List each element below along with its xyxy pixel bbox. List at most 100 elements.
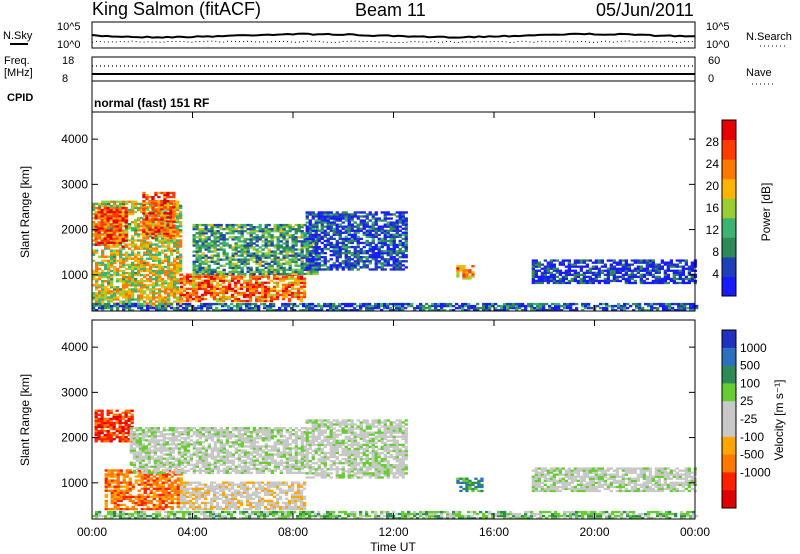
data-cell [557,302,561,306]
data-cell [107,204,111,208]
data-cell [675,265,679,268]
data-cell [106,221,110,224]
data-cell [154,226,158,229]
data-cell [386,249,390,253]
data-cell [615,269,619,272]
data-cell [158,298,162,301]
data-cell [566,302,570,306]
data-cell [249,240,253,243]
data-cell [122,475,126,478]
data-cell [113,479,117,482]
data-cell [107,302,111,306]
data-cell [305,264,309,267]
data-cell [621,269,625,272]
data-cell [98,223,102,226]
data-cell [134,507,138,511]
data-cell [119,507,123,511]
data-cell [296,279,301,282]
data-cell [594,267,598,270]
data-cell [323,304,327,308]
data-cell [216,252,220,255]
data-cell [320,249,324,253]
data-cell [134,233,138,236]
data-cell [103,423,107,427]
data-cell [151,230,155,233]
data-cell [317,237,321,241]
data-cell [320,247,324,251]
data-cell [215,285,220,289]
data-cell [389,302,393,306]
data-cell [128,253,132,256]
data-cell [563,304,567,308]
data-cell [552,267,556,270]
data-cell [127,431,131,435]
data-cell [169,232,173,235]
data-cell [383,243,387,247]
data-cell [296,277,301,280]
data-cell [140,229,144,232]
data-cell [206,281,211,284]
data-cell [131,265,135,269]
data-cell [695,304,699,308]
data-cell [228,256,232,259]
data-cell [627,277,631,281]
data-cell [356,260,360,263]
data-cell [692,306,696,310]
data-cell [127,417,131,421]
data-cell [374,227,378,230]
data-cell [179,245,183,248]
data-cell [446,304,450,308]
data-cell [119,497,123,501]
data-cell [276,266,280,270]
data-cell [146,296,150,299]
data-cell [131,229,135,232]
data-cell [383,258,387,261]
data-cell [155,507,159,511]
data-cell [386,239,390,243]
data-cell [338,237,342,241]
data-cell [149,257,153,260]
data-cell [101,296,105,299]
data-cell [561,259,565,262]
data-cell [323,247,327,251]
data-cell [647,309,651,312]
data-cell [558,277,562,281]
data-cell [377,254,381,257]
data-cell [188,302,192,306]
data-cell [422,306,426,310]
data-cell [329,213,333,216]
data-cell [471,273,475,276]
data-cell [164,271,168,275]
data-cell [137,495,141,499]
data-cell [182,306,186,310]
data-cell [542,309,546,312]
data-cell [245,289,250,293]
data-cell [239,283,244,286]
data-cell [95,271,99,275]
data-cell [261,256,265,259]
data-cell [122,503,126,507]
data-cell [662,309,666,312]
data-cell [500,306,504,310]
data-cell [323,233,327,237]
scatter-region-0 [94,409,134,443]
data-cell [651,265,655,268]
data-cell [225,262,229,265]
data-cell [297,258,301,261]
data-cell [110,200,114,203]
data-cell [380,245,384,249]
data-cell [687,265,691,268]
data-cell [213,250,217,253]
data-cell [92,298,96,301]
data-cell [176,257,180,260]
data-cell [149,489,153,492]
data-cell [198,236,202,239]
data-cell [164,245,168,248]
data-cell [152,292,156,295]
data-cell [344,245,348,249]
data-cell [119,265,123,269]
data-cell [101,261,105,265]
data-cell [249,242,253,245]
data-cell [606,279,610,283]
data-cell [306,244,310,247]
